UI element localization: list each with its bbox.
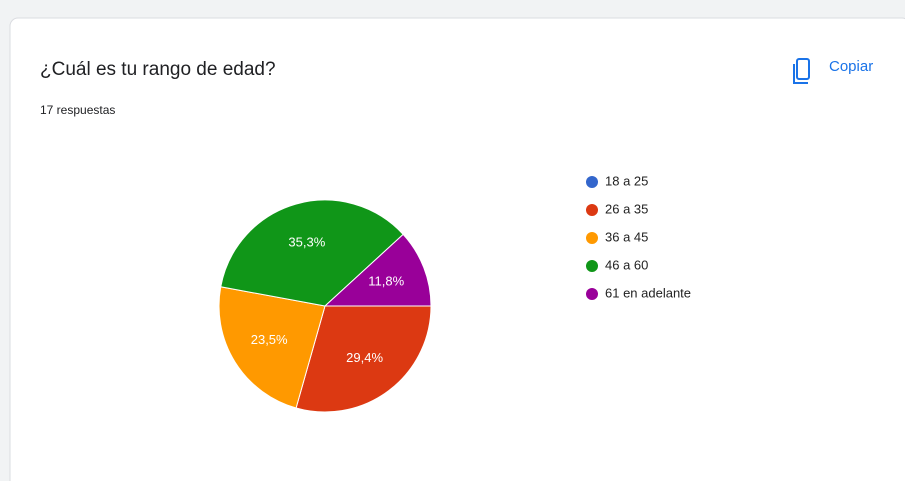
- legend-label: 46 a 60: [605, 257, 648, 272]
- slice-label: 11,8%: [368, 274, 404, 289]
- question-title: ¿Cuál es tu rango de edad?: [40, 59, 276, 80]
- legend-swatch: [586, 232, 598, 244]
- copy-icon: [796, 58, 810, 80]
- legend-swatch: [586, 260, 598, 272]
- copy-icon-back: [793, 64, 808, 84]
- copy-label: Copiar: [829, 58, 873, 75]
- legend-label: 26 a 35: [605, 201, 648, 216]
- legend-label: 18 a 25: [605, 173, 648, 188]
- legend-swatch: [586, 204, 598, 216]
- card: [9, 17, 905, 481]
- pie-slice: [323, 233, 432, 307]
- pie-slice: [220, 199, 404, 307]
- slice-label: 23,5%: [251, 332, 288, 347]
- legend-swatch: [586, 288, 598, 300]
- pie-slice: [218, 286, 326, 409]
- slice-label: 35,3%: [288, 234, 325, 249]
- legend-label: 36 a 45: [605, 229, 648, 244]
- copy-button[interactable]: Copiar: [793, 58, 873, 84]
- slice-label: 29,4%: [346, 350, 383, 365]
- response-count: 17 respuestas: [40, 103, 115, 117]
- legend-swatch: [586, 176, 598, 188]
- legend-label: 61 en adelante: [605, 285, 691, 300]
- pie-slice: [295, 305, 432, 413]
